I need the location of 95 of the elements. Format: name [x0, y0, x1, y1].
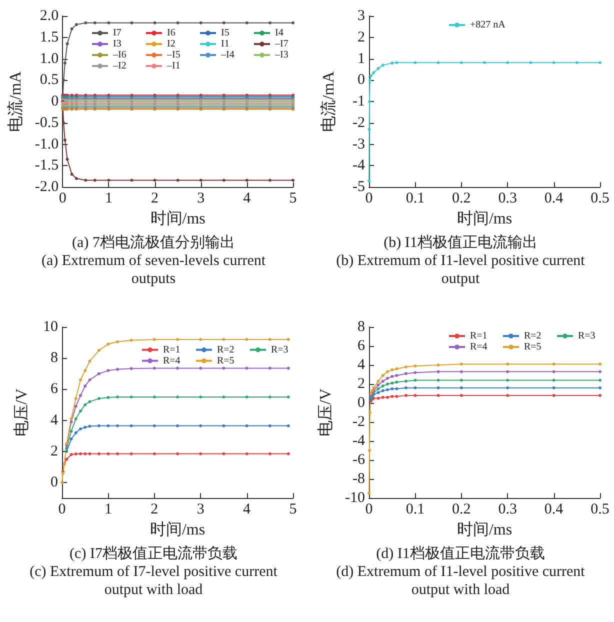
- legend-label: –I7: [274, 38, 288, 50]
- y-tick-label: -2: [352, 414, 365, 430]
- y-tick-label: -2.0: [34, 179, 59, 196]
- y-tick-label: -1.5: [34, 158, 59, 174]
- legend-label: I3: [113, 38, 122, 50]
- x-tick-label: 0.4: [544, 190, 564, 207]
- x-tick-label: 0.1: [406, 190, 425, 207]
- y-tick-label: -6: [352, 452, 366, 468]
- legend-label: I7: [113, 28, 122, 39]
- y-tick-label: 6: [50, 381, 58, 398]
- y-tick-label: 2: [358, 376, 365, 392]
- x-axis-title: 时间/ms: [150, 210, 206, 228]
- x-tick-label: 3: [196, 502, 204, 518]
- x-tick-label: 0.2: [452, 190, 471, 207]
- y-tick-label: 2: [50, 443, 58, 460]
- legend-label: –I5: [166, 50, 180, 61]
- y-tick-label: 1.5: [40, 29, 59, 46]
- x-tick-label: 0.5: [590, 502, 610, 518]
- x-tick-label: 0.2: [452, 502, 471, 518]
- legend-label: R=4: [163, 355, 180, 366]
- legend-label: I1: [221, 38, 230, 50]
- y-axis-title: 电流/mA: [320, 70, 338, 132]
- legend-label: R=2: [217, 344, 234, 356]
- y-tick-label: 0: [358, 72, 365, 88]
- x-tick-label: 4: [243, 190, 252, 207]
- x-tick-label: 0.5: [590, 190, 610, 207]
- y-tick-label: 2: [358, 29, 365, 46]
- y-tick-label: -4: [352, 158, 366, 174]
- y-tick-label: 0.5: [40, 72, 59, 88]
- y-tick-label: -10: [345, 490, 365, 506]
- y-tick-label: 3: [358, 8, 365, 24]
- legend-label: R=2: [524, 330, 542, 342]
- y-tick-label: 0: [51, 94, 59, 110]
- y-tick-label: 4: [50, 412, 58, 428]
- y-tick-label: -1.0: [34, 136, 59, 152]
- legend-label: R=3: [578, 330, 596, 342]
- text: (a) 7档电流极值分别输出: [71, 234, 236, 252]
- y-tick-label: 0: [50, 474, 58, 491]
- legend-label: –I6: [112, 50, 126, 61]
- x-tick-label: 5: [289, 502, 297, 518]
- legend-label: –I2: [112, 60, 126, 72]
- y-axis-title: 电压/V: [12, 388, 30, 437]
- x-tick-label: 0.3: [498, 502, 517, 518]
- legend-label: –I4: [220, 50, 234, 61]
- text: (b) I1档极值正电流输出: [382, 234, 538, 252]
- legend-label: –I3: [274, 50, 288, 61]
- legend-label: R=1: [470, 330, 488, 342]
- legend-label: I4: [275, 28, 284, 39]
- legend-label: +827 nA: [470, 20, 506, 30]
- x-tick-label: 0.3: [498, 190, 517, 207]
- y-tick-label: 6: [358, 338, 366, 354]
- y-tick-label: 1.0: [40, 50, 59, 67]
- x-tick-label: 2: [150, 502, 158, 518]
- x-tick-label: 4: [243, 502, 252, 518]
- y-axis-title: 电流/mA: [6, 70, 24, 132]
- text: (c) Extremum of I7-level positive current output with load: [28, 563, 278, 599]
- legend-label: R=5: [524, 342, 542, 352]
- legend-label: I6: [167, 28, 176, 39]
- y-tick-label: -2: [352, 114, 365, 131]
- y-axis-title: 电压/V: [316, 388, 335, 437]
- text: (d) I1档极值正电流带负载: [375, 545, 546, 563]
- x-axis-title: 时间/ms: [456, 520, 512, 538]
- y-tick-label: 8: [50, 350, 58, 366]
- legend-label: R=5: [217, 355, 234, 366]
- y-tick-label: 1: [358, 50, 365, 67]
- x-axis-title: 时间/ms: [456, 210, 512, 228]
- y-tick-label: 0: [358, 395, 365, 412]
- x-tick-label: 1: [104, 190, 112, 207]
- x-tick-label: 2: [151, 190, 159, 207]
- legend-label: –I1: [166, 60, 180, 72]
- x-tick-label: 1: [104, 502, 112, 518]
- legend-label: R=3: [271, 344, 288, 356]
- x-axis-title: 时间/ms: [150, 520, 206, 538]
- x-tick-label: 5: [289, 190, 297, 207]
- x-tick-label: 0.1: [406, 502, 425, 518]
- y-tick-label: -5: [352, 179, 365, 196]
- y-tick-label: -1: [352, 94, 365, 110]
- x-tick-label: 0.4: [544, 502, 564, 518]
- y-tick-label: 8: [358, 319, 365, 335]
- y-tick-label: -0.5: [34, 114, 59, 131]
- text: (b) Extremum of I1-level positive current output: [336, 252, 586, 288]
- x-tick-label: 3: [197, 190, 205, 207]
- y-tick-label: -4: [352, 433, 366, 450]
- y-tick-label: -8: [352, 471, 365, 488]
- y-tick-label: 4: [358, 357, 366, 374]
- y-tick-label: 10: [43, 319, 58, 335]
- text: (d) Extremum of I1-level positive current output with load: [336, 563, 586, 599]
- legend-label: I5: [221, 28, 230, 39]
- y-tick-label: -3: [352, 136, 365, 152]
- legend-label: R=4: [470, 342, 488, 352]
- legend-label: I2: [167, 38, 176, 50]
- y-tick-label: 2.0: [40, 8, 59, 24]
- text: (c) I7档极值正电流带负载: [68, 545, 238, 563]
- legend-label: R=1: [163, 344, 180, 356]
- text: (a) Extremum of seven-levels current outputs: [40, 252, 267, 288]
